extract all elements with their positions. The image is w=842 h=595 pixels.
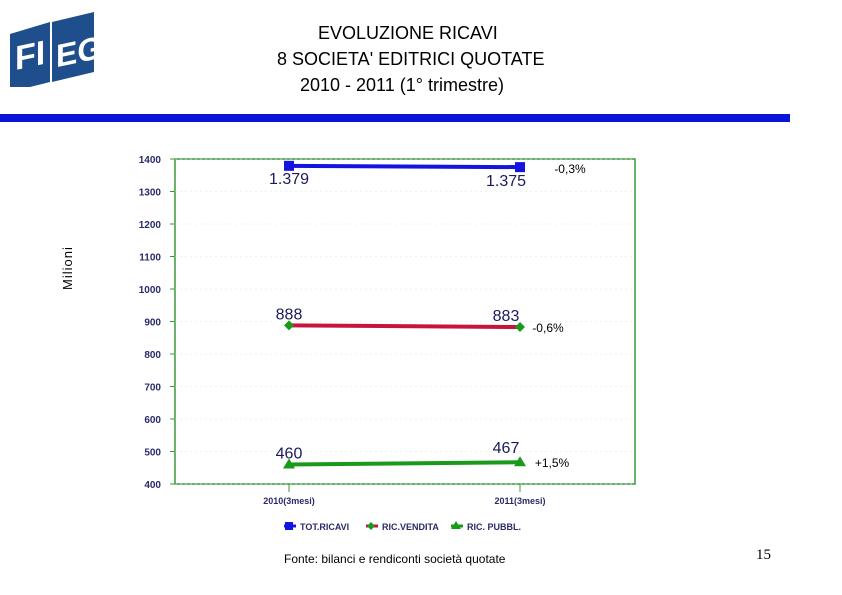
change-label: -0,3% [554, 162, 586, 176]
svg-text:FI: FI [15, 34, 45, 78]
series-line-ric-vendita [288, 323, 521, 330]
change-label: -0,6% [532, 321, 564, 335]
data-point [284, 160, 294, 171]
y-tick-label: 1200 [139, 220, 162, 231]
y-tick-label: 1000 [139, 285, 162, 296]
y-tick-label: 1400 [139, 155, 162, 166]
series-line-tot-ricavi [288, 163, 521, 170]
legend-marker [285, 522, 293, 530]
y-tick-label: 1100 [139, 253, 161, 264]
x-tick-label: 2011(3mesi) [494, 496, 545, 506]
fieg-logo: FI EG [6, 12, 102, 92]
source-note: Fonte: bilanci e rendiconti società quot… [284, 552, 506, 566]
series-line-ric-pubbl- [288, 460, 521, 467]
y-tick-label: 1300 [139, 188, 162, 199]
data-label: 883 [493, 308, 520, 325]
data-point [514, 456, 526, 467]
legend-label: TOT.RICAVI [300, 522, 349, 532]
data-label: 467 [493, 440, 520, 457]
legend-label: RIC.VENDITA [382, 522, 439, 532]
legend-marker [451, 521, 461, 529]
y-tick-label: 400 [144, 480, 161, 491]
data-point [515, 162, 525, 173]
x-tick-label: 2010(3mesi) [263, 496, 315, 506]
page-number: 15 [756, 547, 771, 563]
change-label: +1,5% [535, 456, 570, 470]
title-line-3: 2010 - 2011 (1° trimestre) [300, 75, 504, 95]
data-label: 1.379 [269, 171, 309, 188]
y-tick-label: 500 [144, 448, 161, 459]
data-label: 888 [276, 306, 303, 323]
y-tick-label: 600 [144, 415, 161, 426]
y-tick-label: 800 [144, 350, 161, 361]
title-line-2: 8 SOCIETA' EDITRICI QUOTATE [277, 49, 545, 69]
data-label: 460 [276, 446, 303, 463]
legend-marker [367, 522, 375, 530]
y-axis-label: Milioni [60, 246, 75, 290]
y-tick-label: 700 [144, 383, 161, 394]
slide-title: EVOLUZIONE RICAVI 8 SOCIETA' EDITRICI QU… [250, 20, 610, 98]
title-line-1: EVOLUZIONE RICAVI [318, 23, 498, 43]
data-point [515, 322, 525, 333]
data-label: 1.375 [486, 173, 526, 190]
title-divider [0, 114, 790, 122]
data-point [283, 458, 295, 469]
y-tick-label: 900 [144, 318, 161, 329]
data-point [284, 320, 294, 331]
legend-label: RIC. PUBBL. [467, 522, 521, 532]
